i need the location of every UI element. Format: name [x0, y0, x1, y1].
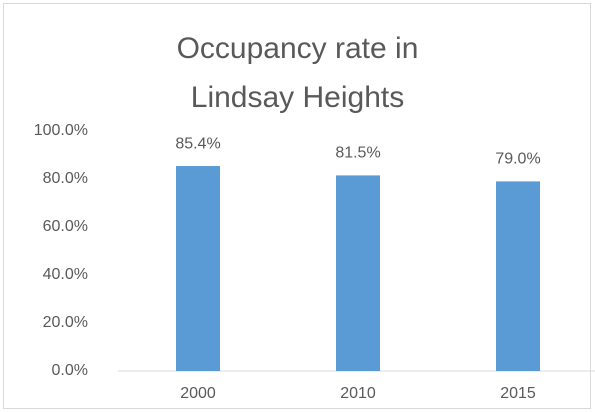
- title-box: Occupancy rate in Lindsay Heights: [0, 24, 595, 122]
- y-tick-label: 0.0%: [52, 362, 88, 379]
- x-tick-label: 2010: [340, 385, 376, 402]
- y-tick-label: 40.0%: [43, 266, 88, 283]
- x-tick-label: 2000: [180, 385, 216, 402]
- x-tick-label: 2015: [500, 385, 536, 402]
- data-label: 81.5%: [335, 145, 380, 162]
- y-tick-label: 100.0%: [34, 122, 88, 139]
- y-tick-label: 80.0%: [43, 170, 88, 187]
- bar: [336, 175, 380, 371]
- y-tick-label: 60.0%: [43, 218, 88, 235]
- data-label: 79.0%: [495, 151, 540, 168]
- chart-title: Occupancy rate in Lindsay Heights: [176, 32, 419, 114]
- bar: [496, 181, 540, 371]
- data-label: 85.4%: [175, 135, 220, 152]
- y-tick-label: 20.0%: [43, 314, 88, 331]
- chart-border: [3, 3, 591, 409]
- bar: [176, 166, 220, 371]
